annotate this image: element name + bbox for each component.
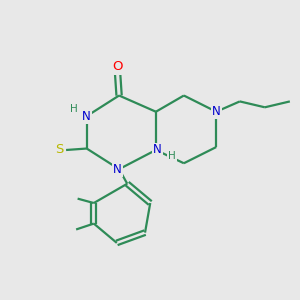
Text: S: S	[56, 143, 64, 157]
Text: N: N	[212, 105, 220, 118]
Text: N: N	[153, 143, 162, 157]
Text: N: N	[113, 163, 122, 176]
Text: O: O	[112, 61, 123, 74]
Text: N: N	[82, 110, 91, 123]
Text: H: H	[70, 104, 78, 114]
Text: H: H	[168, 152, 176, 161]
